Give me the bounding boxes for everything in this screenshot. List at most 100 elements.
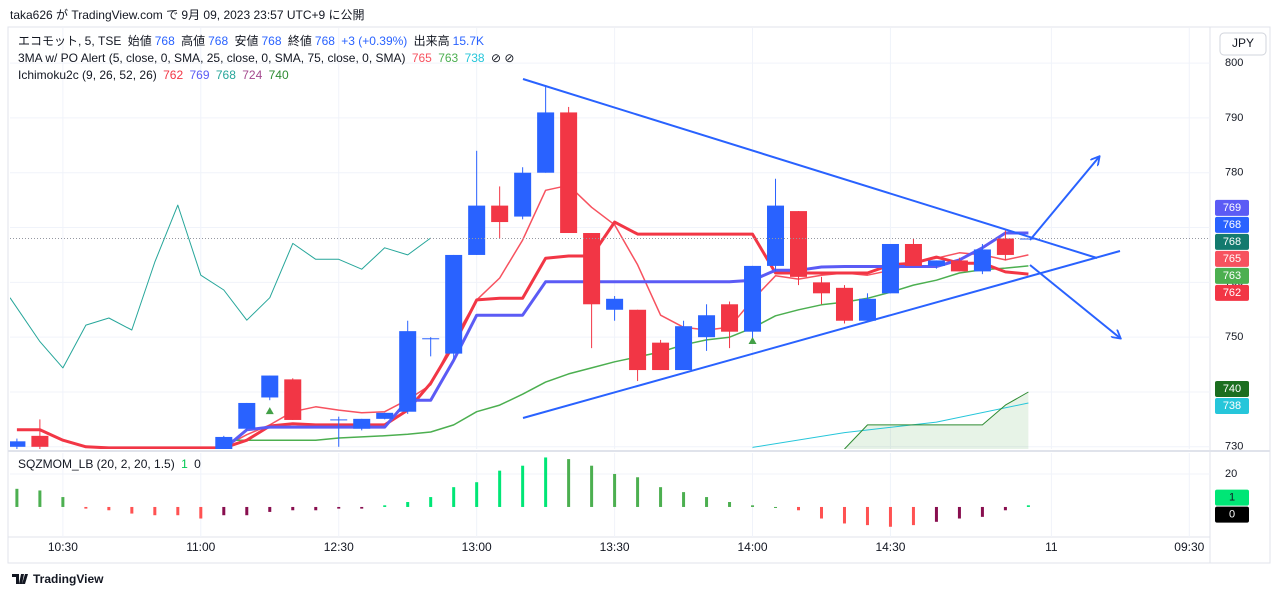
- histogram-bar: [429, 497, 433, 507]
- histogram-bar: [911, 506, 915, 526]
- price-tag-label: 763: [1223, 270, 1241, 282]
- histogram-bar: [728, 502, 732, 507]
- price-tag: [1215, 506, 1249, 523]
- arrow: [1029, 264, 1120, 338]
- indicator-line: [844, 391, 1029, 449]
- oscillator-pane: [10, 453, 1210, 537]
- value: 0: [194, 457, 201, 471]
- candle-body: [927, 260, 945, 266]
- histogram-bar: [498, 470, 502, 507]
- currency-button[interactable]: [1219, 32, 1267, 56]
- x-tick-label: 11: [1045, 540, 1058, 554]
- candle-body: [721, 304, 739, 332]
- histogram-bar: [268, 506, 272, 512]
- candle-body: [238, 402, 256, 429]
- candle-body: [31, 435, 49, 447]
- candle-body: [812, 282, 830, 294]
- candle-body: [904, 243, 922, 266]
- value: 763: [438, 51, 459, 65]
- histogram-bar: [957, 506, 961, 519]
- signal-marker: [748, 337, 757, 345]
- price-tag: [1215, 380, 1249, 397]
- candle-body: [950, 260, 968, 272]
- brand-logo: [12, 574, 28, 584]
- frame: [7, 26, 1271, 564]
- histogram-bar: [521, 465, 525, 507]
- price-tag-label: 1: [1229, 492, 1235, 504]
- candle-body: [629, 309, 647, 371]
- oscillator-legend: SQZMOM_LB (20, 2, 20, 1.5) 1 0: [18, 456, 204, 473]
- indicator-line: [16, 220, 1029, 449]
- symbol: エコモット, 5, TSE: [18, 34, 122, 48]
- x-tick-label: 12:30: [324, 540, 354, 554]
- value: 768: [314, 34, 335, 48]
- candle-body: [491, 205, 509, 223]
- histogram-bar: [682, 492, 686, 507]
- histogram-bar: [865, 506, 869, 526]
- candle-body: [675, 326, 693, 371]
- candle-body: [835, 287, 853, 321]
- candle-body: [996, 238, 1014, 255]
- histogram-bar: [1026, 505, 1030, 507]
- histogram-bar: [590, 465, 594, 507]
- price-tag: [1215, 284, 1249, 301]
- histogram-bar: [544, 457, 548, 507]
- x-tick-label: 10:30: [48, 540, 78, 554]
- indicator-line: [223, 265, 1029, 441]
- value: 768: [261, 34, 282, 48]
- value: 762: [163, 68, 184, 82]
- histogram-bar: [705, 497, 709, 507]
- y-tick-label: 20: [1225, 468, 1237, 480]
- candle-body: [261, 375, 279, 398]
- value: 15.7K: [452, 34, 485, 48]
- price-tag-label: 740: [1223, 383, 1241, 395]
- histogram-bar: [934, 506, 938, 522]
- y-tick-label: 800: [1225, 57, 1243, 69]
- candle-body: [698, 315, 716, 338]
- histogram-bar: [84, 506, 88, 509]
- label: 出来高: [413, 34, 450, 48]
- legend-row: エコモット, 5, TSE 始値 768 高値 768 安値 768 終値 768 +3…: [18, 33, 517, 50]
- y-tick-label: 780: [1225, 167, 1243, 179]
- study: SQZMOM_LB (20, 2, 20, 1.5): [18, 457, 175, 471]
- candle-body: [560, 112, 578, 234]
- histogram-bar: [842, 506, 846, 524]
- value: 738: [464, 51, 485, 65]
- price-tag: [1215, 267, 1249, 284]
- candle-body: [284, 379, 302, 420]
- price-tag-label: 738: [1223, 400, 1241, 412]
- legend-row: Ichimoku2c (9, 26, 52, 26) 762 769 768 7…: [18, 67, 517, 84]
- label: 安値: [234, 34, 259, 48]
- price-tag-label: 768: [1223, 219, 1241, 231]
- icons[interactable]: ⊘ ⊘: [490, 51, 515, 65]
- histogram-bar: [819, 506, 823, 519]
- candle-body: [858, 298, 876, 321]
- price-tag: [1215, 397, 1249, 414]
- price-tag: [1215, 233, 1249, 250]
- cloud-fill: [844, 392, 1029, 449]
- candle-body: [1019, 238, 1037, 240]
- indicator-line: [752, 402, 1029, 448]
- legend-row: 3MA w/ PO Alert (5, close, 0, SMA, 25, c…: [18, 50, 517, 67]
- histogram-bar: [659, 487, 663, 507]
- candle-body: [790, 211, 808, 277]
- drawings: [522, 78, 1120, 419]
- x-tick-label: 14:00: [738, 540, 768, 554]
- histogram-bar: [107, 506, 111, 511]
- x-tick-label: 11:00: [186, 540, 215, 554]
- histogram-bar: [406, 502, 410, 507]
- trendline: [522, 78, 1098, 259]
- candle-body: [881, 243, 899, 294]
- value: 765: [411, 51, 432, 65]
- histogram-bar: [888, 506, 892, 527]
- brand-name: TradingView: [33, 572, 104, 586]
- candle-body: [422, 338, 440, 340]
- indicator-line: [10, 204, 431, 369]
- candle-body: [652, 342, 670, 371]
- histogram-bar: [613, 473, 617, 507]
- value: 768: [215, 68, 236, 82]
- candle-body: [767, 205, 785, 266]
- histogram-bar: [751, 505, 755, 507]
